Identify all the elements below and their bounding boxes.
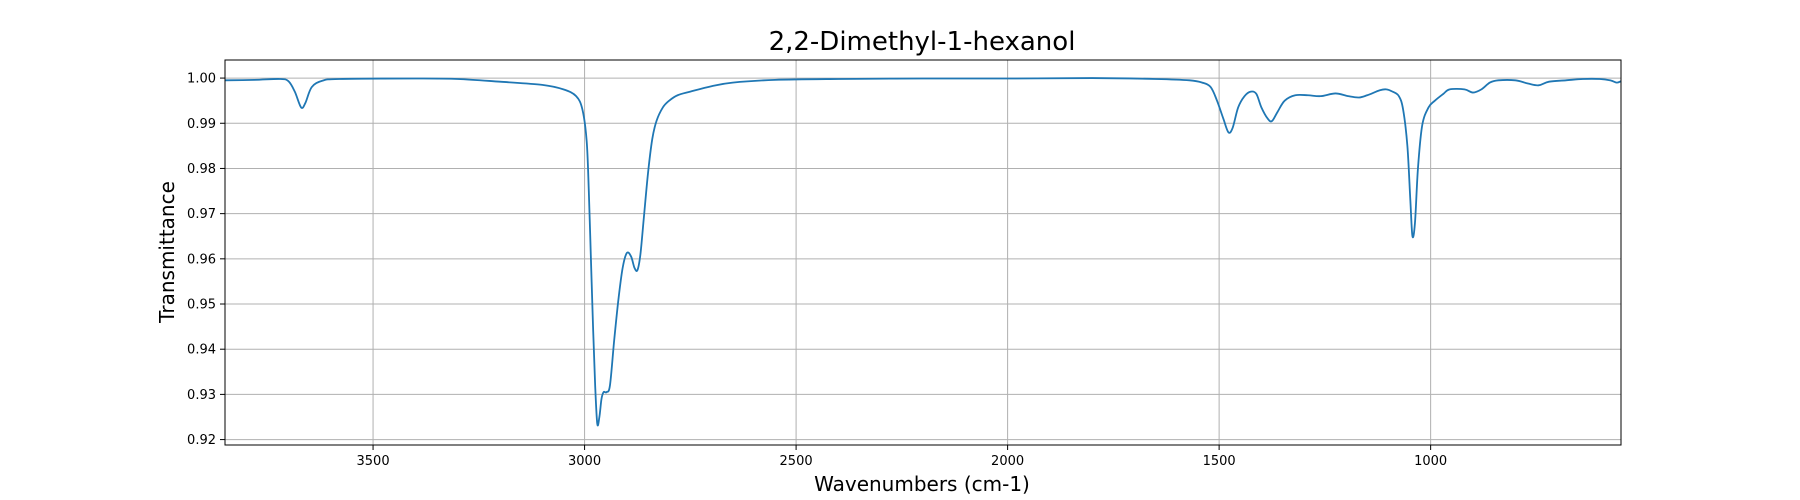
grid-lines (225, 60, 1621, 445)
x-tick-label: 3500 (357, 454, 390, 469)
spectrum-line (224, 77, 1622, 427)
y-tick-label: 0.92 (187, 433, 216, 448)
x-tick-label: 1000 (1414, 454, 1447, 469)
y-tick-label: 1.00 (187, 72, 216, 87)
x-tick-label: 3000 (568, 454, 601, 469)
x-axis-ticks: 3500 3000 2500 2000 1500 1000 (357, 445, 1447, 469)
x-tick-label: 1500 (1203, 454, 1236, 469)
y-axis-label: Transmittance (155, 181, 179, 324)
y-axis-ticks: 0.92 0.93 0.94 0.95 0.96 0.97 0.98 0.99 1.00 (187, 72, 225, 448)
y-tick-label: 0.96 (187, 252, 216, 267)
series-layer (224, 77, 1622, 427)
plot-frame (224, 59, 1622, 446)
y-tick-label: 0.94 (187, 343, 216, 358)
x-tick-label: 2500 (780, 454, 813, 469)
y-tick-label: 0.95 (187, 298, 216, 313)
x-tick-label: 2000 (991, 454, 1024, 469)
y-tick-label: 0.93 (187, 388, 216, 403)
y-tick-label: 0.99 (187, 117, 216, 132)
chart-title: 2,2-Dimethyl-1-hexanol (769, 27, 1076, 57)
y-tick-label: 0.98 (187, 162, 216, 177)
x-axis-label: Wavenumbers (cm-1) (814, 472, 1030, 496)
y-tick-label: 0.97 (187, 207, 216, 222)
